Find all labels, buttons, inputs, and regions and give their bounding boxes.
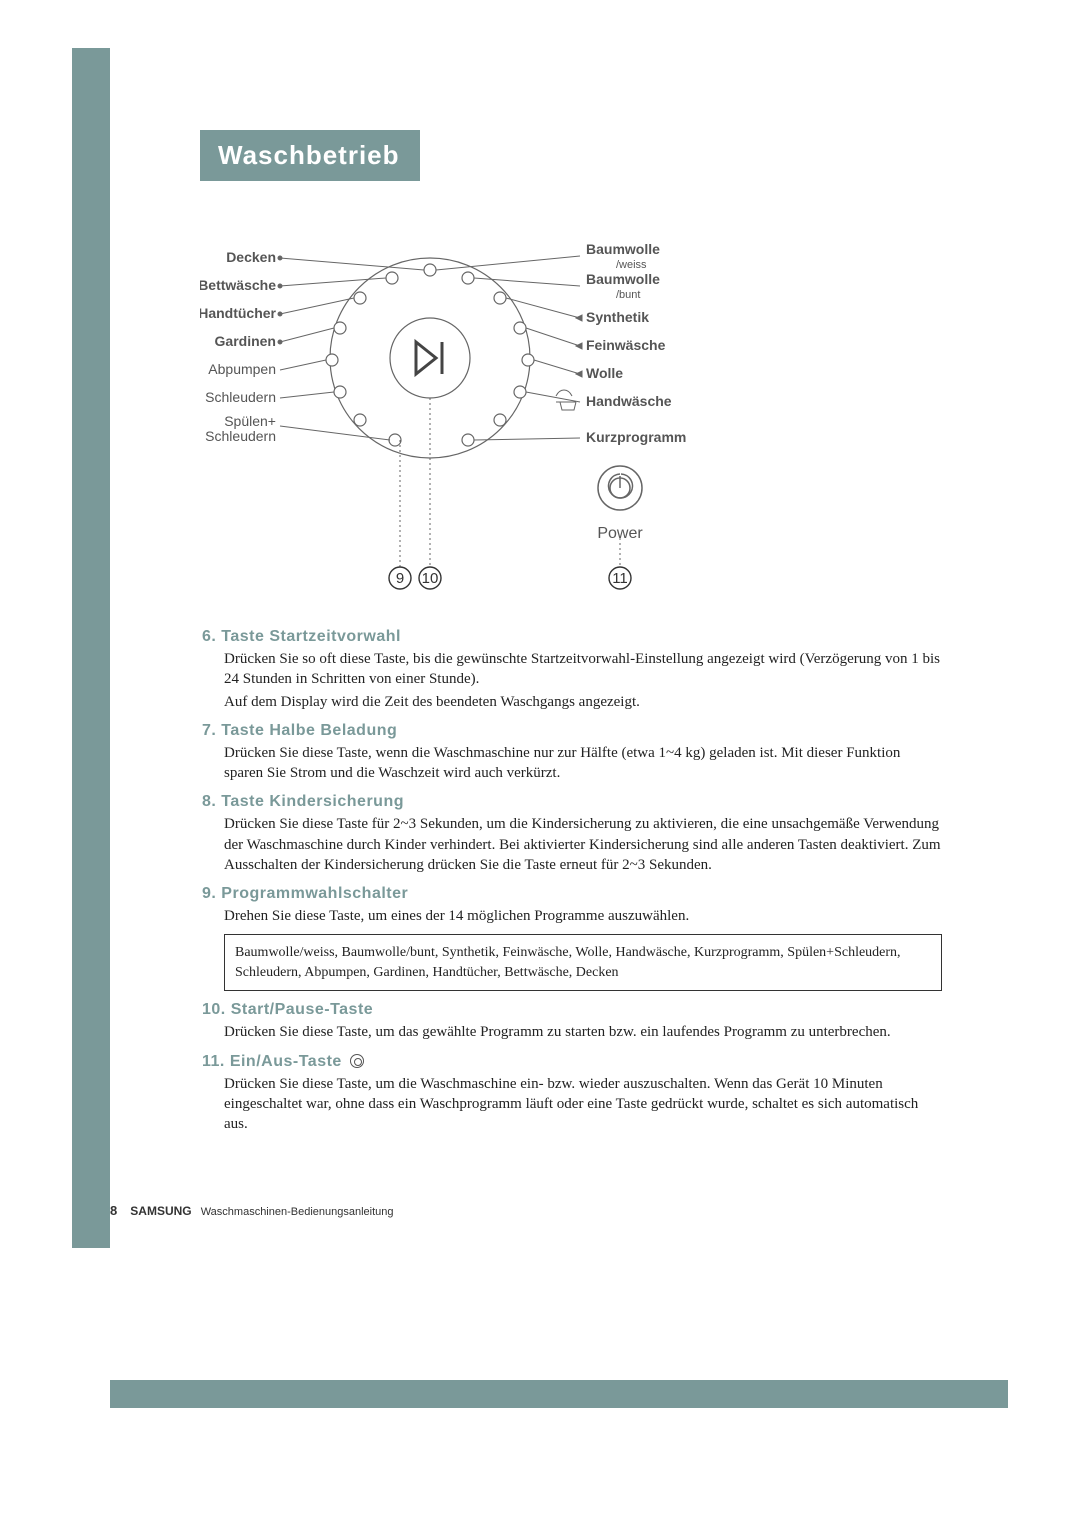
page-number: 8 (110, 1203, 117, 1218)
section-8-body-1: Drücken Sie diese Taste für 2~3 Sekunden… (224, 814, 942, 875)
section-11-body-1: Drücken Sie diese Taste, um die Waschmas… (224, 1074, 942, 1135)
dial-label-bettwaesche: Bettwäsche (200, 277, 276, 293)
section-6-title: 6. Taste Startzeitvorwahl (202, 628, 942, 646)
dial-label-synthetik: Synthetik (586, 309, 649, 325)
dial-label-wolle: Wolle (586, 365, 623, 381)
dial-label-handwaesche: Handwäsche (586, 393, 672, 409)
dial-label-spuelen2: Schleudern (205, 428, 276, 444)
side-bar-accent (72, 48, 110, 1248)
section-9-body-1: Drehen Sie diese Taste, um eines der 14 … (224, 906, 942, 926)
dial-label-abpumpen: Abpumpen (208, 361, 276, 377)
instruction-sections: 6. Taste Startzeitvorwahl Drücken Sie so… (202, 618, 942, 1136)
section-7-body-1: Drücken Sie diese Taste, wenn die Waschm… (224, 743, 942, 784)
bottom-bar-accent (110, 1380, 1008, 1408)
callout-11: 11 (612, 570, 628, 587)
program-dial-diagram: Decken Bettwäsche Handtücher Gardinen Ab… (200, 238, 840, 608)
callout-9: 9 (396, 570, 404, 587)
program-list-box: Baumwolle/weiss, Baumwolle/bunt, Synthet… (224, 934, 942, 991)
dial-label-feinwaesche: Feinwäsche (586, 337, 666, 353)
section-6-body-1: Drücken Sie so oft diese Taste, bis die … (224, 649, 942, 690)
section-11-title: 11. Ein/Aus-Taste (202, 1053, 942, 1071)
section-10-title: 10. Start/Pause-Taste (202, 1001, 942, 1019)
dial-label-handtuecher: Handtücher (200, 305, 277, 321)
dial-label-decken: Decken (226, 249, 276, 265)
dial-label-schleudern: Schleudern (205, 389, 276, 405)
manual-page: Waschbetrieb (72, 48, 1008, 1348)
dial-label-baumwolle-bunt-sub: /bunt (616, 289, 640, 301)
doc-title-footer: Waschmaschinen-Bedienungsanleitung (201, 1206, 394, 1218)
section-7-title: 7. Taste Halbe Beladung (202, 722, 942, 740)
dial-label-kurzprogramm: Kurzprogramm (586, 429, 686, 445)
section-10-body-1: Drücken Sie diese Taste, um das gewählte… (224, 1022, 942, 1042)
power-icon (350, 1054, 364, 1068)
dial-svg: Decken Bettwäsche Handtücher Gardinen Ab… (200, 238, 840, 608)
dial-label-spuelen: Spülen+ (224, 413, 276, 429)
callout-10: 10 (422, 570, 439, 587)
dial-label-baumwolle-weiss: Baumwolle (586, 241, 660, 257)
brand-label: SAMSUNG (130, 1204, 191, 1218)
page-footer: 8 SAMSUNG Waschmaschinen-Bedienungsanlei… (110, 1203, 394, 1218)
page-title: Waschbetrieb (200, 130, 420, 181)
section-9-title: 9. Programmwahlschalter (202, 885, 942, 903)
dial-label-gardinen: Gardinen (215, 333, 276, 349)
section-8-title: 8. Taste Kindersicherung (202, 793, 942, 811)
dial-label-baumwolle-bunt: Baumwolle (586, 271, 660, 287)
dial-label-baumwolle-weiss-sub: /weiss (616, 259, 647, 271)
section-6-body-2: Auf dem Display wird die Zeit des beende… (224, 692, 942, 712)
